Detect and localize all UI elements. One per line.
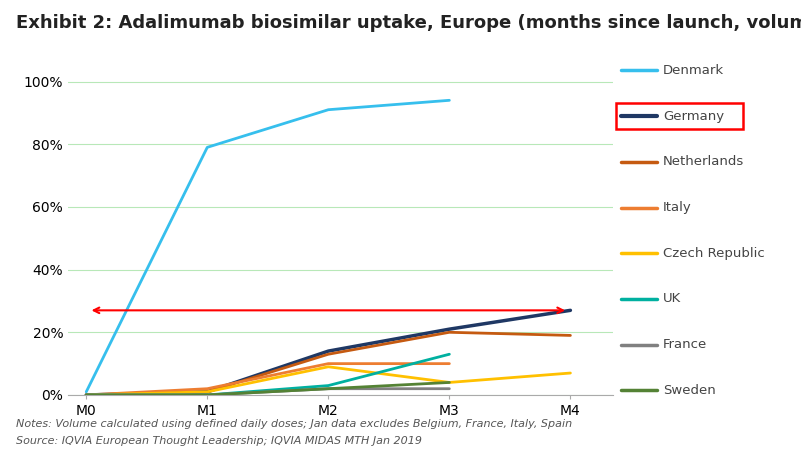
Text: Germany: Germany bbox=[663, 109, 724, 123]
Text: Notes: Volume calculated using defined daily doses; Jan data excludes Belgium, F: Notes: Volume calculated using defined d… bbox=[16, 419, 572, 429]
Text: UK: UK bbox=[663, 292, 682, 306]
Text: Source: IQVIA European Thought Leadership; IQVIA MIDAS MTH Jan 2019: Source: IQVIA European Thought Leadershi… bbox=[16, 436, 422, 446]
Text: Italy: Italy bbox=[663, 201, 692, 214]
Text: France: France bbox=[663, 338, 707, 351]
Text: Denmark: Denmark bbox=[663, 64, 724, 77]
Text: Netherlands: Netherlands bbox=[663, 155, 744, 168]
Text: Exhibit 2: Adalimumab biosimilar uptake, Europe (months since launch, volume): Exhibit 2: Adalimumab biosimilar uptake,… bbox=[16, 14, 801, 32]
Text: Sweden: Sweden bbox=[663, 384, 716, 397]
Text: Czech Republic: Czech Republic bbox=[663, 247, 765, 260]
